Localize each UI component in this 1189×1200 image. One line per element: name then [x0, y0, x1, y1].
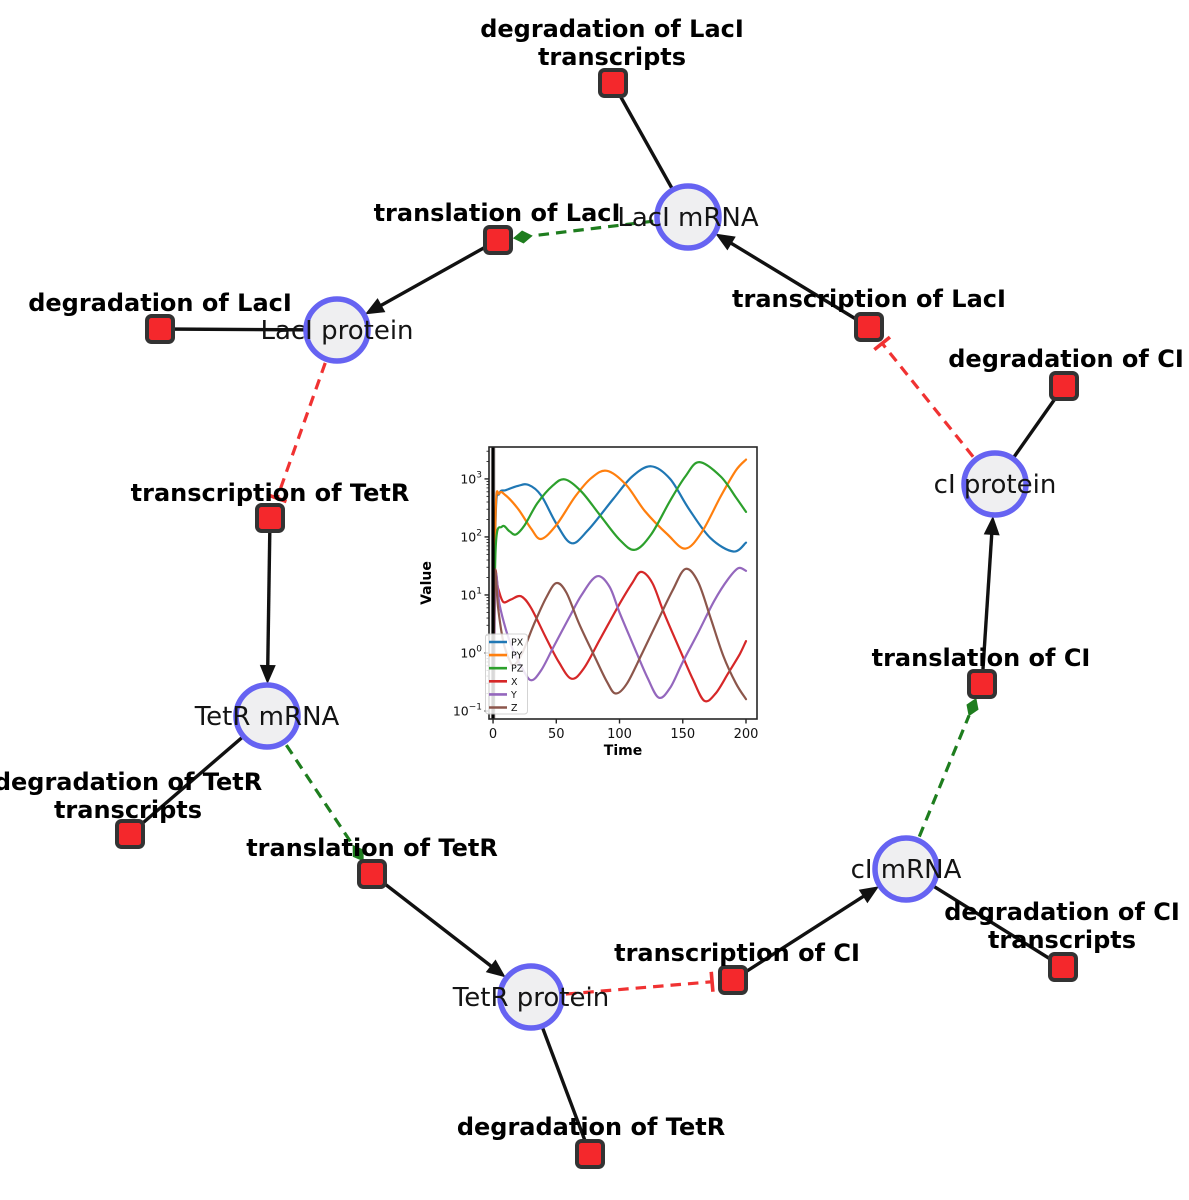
legend-label-PZ: PZ — [511, 664, 524, 675]
arrow-edge-tl_cI-cI_protein — [980, 531, 994, 685]
species-node-tetR_protein — [497, 963, 565, 1031]
species-node-cI_mRNA — [872, 835, 940, 903]
y-tick-label: 102 — [460, 528, 482, 544]
inhibition-edge-tetR_protein-tx_cI — [530, 980, 713, 999]
chart-legend: PX PY PZ XYZ — [485, 633, 528, 715]
arrowhead-icon — [715, 233, 736, 251]
reaction-label-deg_cI: degradation of CI — [948, 345, 1184, 373]
y-tick-label: 100 — [460, 644, 482, 660]
reaction-label-tl_cI: translation of CI — [872, 644, 1091, 672]
species-node-cI_protein — [961, 450, 1029, 518]
species-node-lacI_protein — [303, 296, 371, 364]
series-line-PX — [492, 465, 748, 713]
species-label-lacI_protein: LacI protein — [260, 316, 413, 346]
arrow-edge-tx_cI-cI_mRNA — [732, 893, 867, 982]
x-tick-label: 50 — [548, 727, 565, 742]
reaction-label-deg_lacI: degradation of LacI — [28, 289, 292, 317]
inhibition-tee-icon — [267, 493, 288, 504]
reaction-node-deg_tetR_tx — [115, 819, 145, 849]
reaction-label-deg_lacI_tx: degradation of LacI transcripts — [480, 15, 744, 71]
arrowhead-icon — [364, 298, 386, 315]
reaction-node-tl_cI — [967, 669, 997, 699]
species-label-tetR_protein: TetR protein — [452, 983, 609, 1013]
inhibition-edge-cI_protein-tx_lacI — [880, 342, 997, 486]
species-label-cI_mRNA: cI mRNA — [851, 855, 962, 885]
inhibition-tee-icon — [709, 971, 715, 992]
inhibition-tee-icon — [873, 335, 892, 352]
reaction-node-deg_tetR — [575, 1139, 605, 1169]
axes-spines — [488, 446, 758, 720]
arrow-edge-tl_lacI-lacI_protein — [378, 238, 499, 309]
labels-layer: degradation of LacI transcripts translatio… — [0, 15, 1184, 1141]
species-label-tetR_mRNA: TetR mRNA — [194, 702, 340, 732]
y-tick-label: 10−1 — [453, 702, 482, 718]
reaction-label-deg_tetR_tx: degradation of TetR transcripts — [0, 768, 262, 824]
arrowhead-icon — [983, 515, 1000, 536]
arrowhead-icon — [858, 886, 880, 904]
reaction-label-cI_deg_tx: degradation of CI transcripts — [944, 898, 1180, 954]
legend-label-PY: PY — [511, 651, 523, 662]
x-tick-label: 200 — [734, 727, 759, 742]
reaction-node-tx_lacI — [854, 312, 884, 342]
reaction-label-tx_lacI: transcription of LacI — [732, 285, 1006, 313]
legend-label-Z: Z — [511, 703, 518, 714]
x-tick-label: 150 — [670, 727, 695, 742]
series-line-PZ — [492, 460, 748, 713]
arrow-edge-tx_lacI-lacI_mRNA — [728, 240, 870, 329]
series-line-X — [492, 569, 748, 703]
reaction-label-deg_tetR: degradation of TetR — [457, 1113, 725, 1141]
reaction-label-tx_cI: transcription of CI — [614, 939, 860, 967]
catalysis-diamond-icon — [352, 844, 364, 862]
reaction-node-deg_lacI — [145, 314, 175, 344]
legend-label-PX: PX — [511, 638, 524, 649]
series-line-PY — [492, 458, 748, 713]
catalysis-diamond-icon — [966, 697, 979, 717]
species-node-tetR_mRNA — [233, 682, 301, 750]
x-tick-label: 0 — [489, 727, 497, 742]
arrowhead-icon — [259, 664, 276, 685]
catalysis-diamond-icon — [512, 230, 533, 244]
reaction-node-deg_lacI_tx — [598, 68, 628, 98]
y-tick-label: 101 — [460, 586, 482, 602]
species-label-cI_protein: cI protein — [934, 470, 1057, 500]
arrow-edge-tx_tetR-tetR_mRNA — [266, 517, 272, 669]
chart-curves — [492, 458, 748, 713]
reaction-node-tl_tetR — [357, 859, 387, 889]
y-tick-label: 103 — [460, 470, 482, 486]
species-node-lacI_mRNA — [654, 183, 722, 251]
reaction-label-tl_lacI: translation of LacI — [374, 199, 621, 227]
reaction-node-tx_tetR — [255, 503, 285, 533]
inhibition-edge-lacI_protein-tx_tetR — [275, 329, 339, 499]
nodes-layer — [115, 68, 1079, 1169]
arrowhead-icon — [485, 959, 506, 978]
reaction-node-deg_cI — [1049, 371, 1079, 401]
x-tick-label: 100 — [607, 727, 632, 742]
reaction-node-tl_lacI — [483, 225, 513, 255]
reaction-node-cI_deg_tx — [1048, 952, 1078, 982]
species-label-lacI_mRNA: LacI mRNA — [617, 203, 758, 233]
arrow-edge-tl_tetR-tetR_protein — [370, 872, 495, 969]
reaction-label-tl_tetR: translation of TetR — [246, 834, 498, 862]
legend-label-X: X — [511, 677, 518, 688]
legend-label-Y: Y — [510, 690, 517, 701]
reaction-node-tx_cI — [718, 965, 748, 995]
inset-chart: 0 50 100 150 200Time10−1100101102103ValuePXP… — [419, 446, 759, 759]
x-axis-label: Time — [604, 743, 642, 759]
y-axis-label: Value — [419, 561, 435, 605]
reaction-label-tx_tetR: transcription of TetR — [131, 479, 410, 507]
